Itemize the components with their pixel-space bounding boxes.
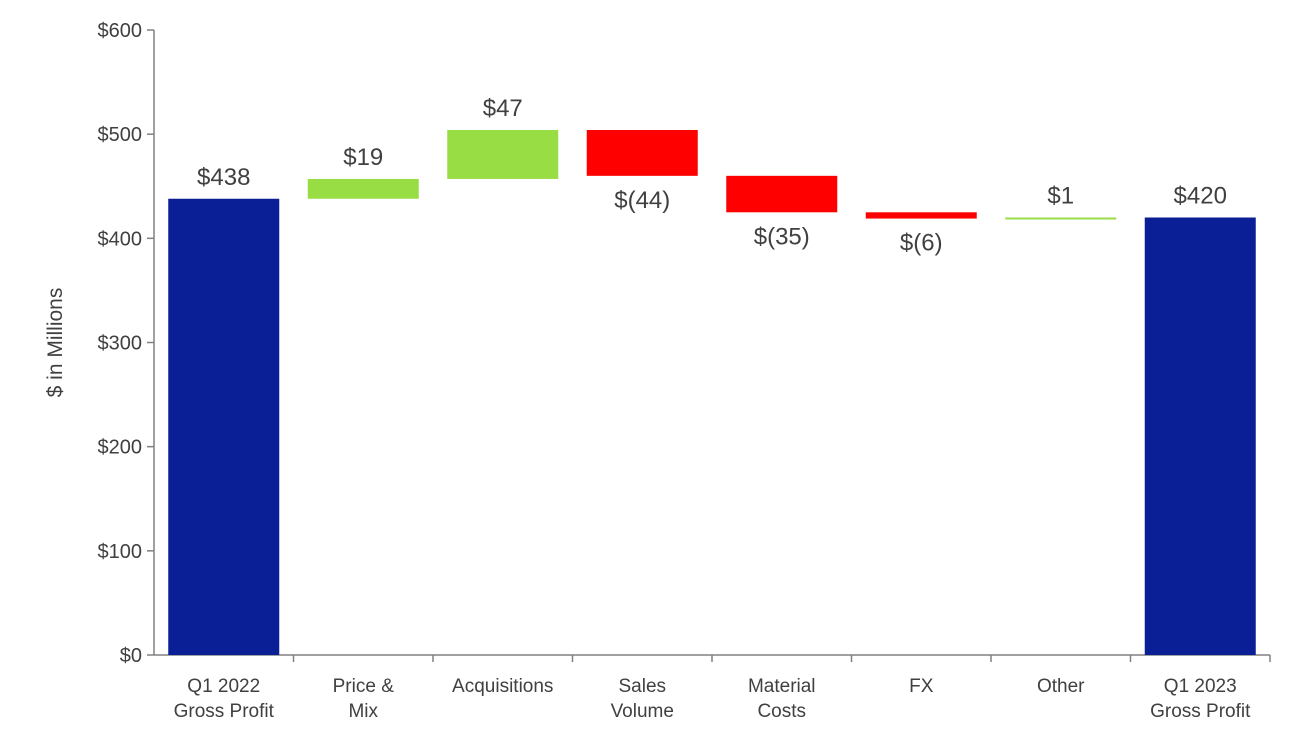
data-label: $420 [1174, 183, 1227, 210]
x-category-label-line: FX [909, 676, 934, 697]
y-axis-title: $ in Millions [44, 288, 67, 398]
bar-total [1144, 217, 1256, 655]
x-category-label: Acquisitions [452, 676, 553, 697]
bar-increase [307, 178, 419, 199]
bar-decrease [865, 212, 977, 219]
x-category-label-line: Costs [757, 701, 806, 722]
x-category-label-line: Price & [333, 676, 395, 697]
x-category-label-line: Acquisitions [452, 676, 553, 697]
y-tick-label: $100 [98, 541, 143, 563]
x-category-label-line: Material [748, 676, 816, 697]
x-category-label: Sales Volume [611, 676, 674, 722]
y-tick-label: $500 [98, 124, 143, 146]
y-tick-label: $200 [98, 437, 143, 459]
x-category-label: Other [1037, 676, 1085, 697]
bar-increase [447, 130, 559, 179]
x-category-label: Q1 2023 Gross Profit [1150, 676, 1251, 722]
y-tick-label: $400 [98, 228, 143, 250]
bar-increase [1005, 217, 1117, 220]
y-tick-label: $300 [98, 333, 143, 355]
x-category-label-line: Volume [611, 701, 674, 722]
x-category-label-line: Other [1037, 676, 1085, 697]
data-label: $(44) [614, 187, 670, 214]
x-category-label: Material Costs [748, 676, 816, 722]
y-tick-label: $0 [120, 645, 142, 667]
data-label: $19 [343, 144, 383, 171]
x-category-label-line: Gross Profit [1150, 701, 1251, 722]
bar-decrease [726, 175, 838, 213]
data-label: $(35) [754, 223, 810, 250]
x-category-label-line: Sales [618, 676, 666, 697]
x-category-label-line: Q1 2022 [187, 676, 260, 697]
y-tick-label: $600 [98, 20, 143, 42]
x-category-label: Q1 2022 Gross Profit [174, 676, 275, 722]
data-label: $47 [483, 95, 523, 122]
bar-decrease [586, 130, 698, 176]
x-category-label-line: Mix [348, 701, 378, 722]
data-label: $1 [1047, 183, 1074, 210]
data-label: $438 [197, 164, 250, 191]
data-label: $(6) [900, 230, 943, 257]
x-category-label-line: Gross Profit [174, 701, 275, 722]
bar-total [168, 198, 280, 655]
x-category-label: FX [909, 676, 934, 697]
x-category-label: Price & Mix [333, 676, 395, 722]
x-category-label-line: Q1 2023 [1164, 676, 1237, 697]
